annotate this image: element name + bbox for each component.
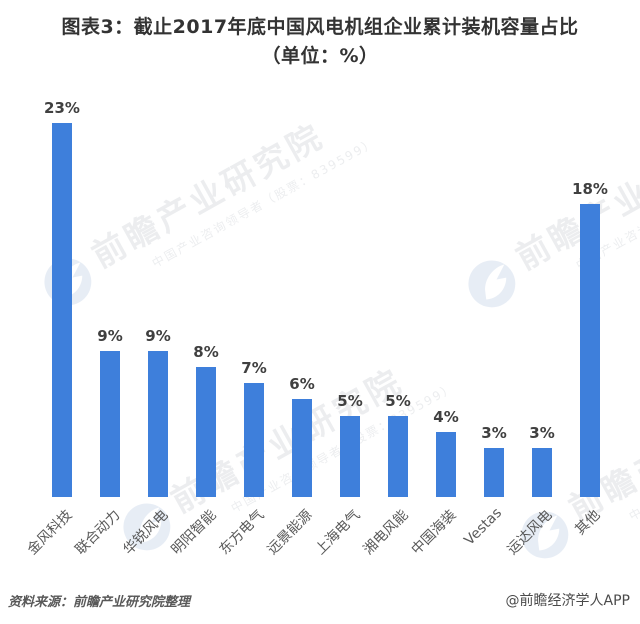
bar-column: 6% 远景能源	[265, 98, 326, 558]
value-label: 4%	[433, 408, 459, 426]
value-label: 5%	[385, 391, 411, 410]
bar	[436, 432, 456, 497]
credit-note: @前瞻经济学人APP	[505, 593, 630, 609]
bar	[148, 350, 168, 497]
value-label: 9%	[145, 326, 171, 345]
bar-column: 3% 运达风电	[505, 98, 566, 558]
bar-column: 18% 其他	[566, 98, 614, 538]
bar-column: 5% 湘电风能	[361, 98, 422, 558]
bar	[388, 415, 408, 497]
bar-column: 9% 华锐风电	[121, 98, 182, 558]
value-label: 6%	[289, 375, 315, 394]
plot-area: 23% 金风科技 9% 联合动力 9% 华锐风电 8% 明阳智能 7% 东方电气 6% 远景能源 5% 上…	[25, 98, 614, 558]
bar	[244, 383, 264, 497]
bar-column: 5% 上海电气	[313, 98, 374, 558]
source-note: 资料来源：前瞻产业研究院整理	[8, 595, 191, 610]
category-label: 金风科技	[24, 507, 76, 559]
value-label: 8%	[193, 342, 219, 361]
chart-title: 图表3：截止2017年底中国风电机组企业累计装机容量占比（单位：%）	[61, 16, 579, 67]
value-label: 23%	[44, 99, 80, 117]
category-label: 远景能源	[264, 507, 316, 559]
category-label: 湘电风能	[360, 507, 412, 559]
watermark-subtext: 中国产业咨询领导者（股票：839599）	[626, 388, 640, 524]
bar	[196, 366, 216, 497]
category-label: 其他	[572, 507, 604, 539]
category-label: 华锐风电	[120, 507, 172, 559]
bar-column: 9% 联合动力	[73, 98, 134, 558]
bar	[340, 415, 360, 497]
bar	[484, 448, 504, 497]
value-label: 3%	[481, 424, 507, 443]
bar-column: 4% 中国海装	[409, 98, 470, 558]
bar-column: 3% Vestas	[462, 98, 518, 548]
value-label: 5%	[337, 391, 363, 410]
category-label: Vestas	[461, 505, 506, 549]
bar-column: 23% 金风科技	[25, 98, 86, 558]
value-label: 18%	[572, 180, 608, 199]
bar	[100, 350, 120, 497]
bar-column: 8% 明阳智能	[169, 98, 230, 558]
category-label: 中国海装	[408, 507, 460, 559]
category-label: 东方电气	[216, 507, 268, 559]
category-label: 运达风电	[504, 507, 556, 559]
bar	[532, 448, 552, 497]
bar	[52, 123, 72, 497]
bar	[292, 399, 312, 497]
category-label: 上海电气	[312, 507, 364, 559]
value-label: 7%	[241, 359, 267, 378]
bar	[580, 204, 600, 497]
category-label: 明阳智能	[168, 507, 220, 559]
value-label: 3%	[529, 424, 555, 443]
bar-column: 7% 东方电气	[217, 98, 278, 558]
value-label: 9%	[97, 326, 123, 345]
category-label: 联合动力	[72, 507, 124, 559]
